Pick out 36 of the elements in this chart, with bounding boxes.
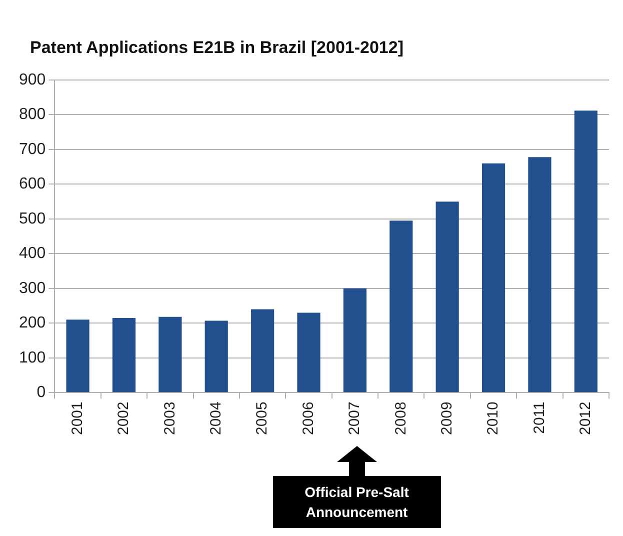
bar xyxy=(436,202,459,392)
x-tick-label: 2002 xyxy=(115,402,132,436)
x-tick-label: 2009 xyxy=(438,402,456,436)
y-tick-label: 900 xyxy=(18,71,46,88)
x-tick-label: 2004 xyxy=(208,402,225,436)
bar xyxy=(343,288,366,392)
x-tick-label: 2007 xyxy=(346,402,364,436)
y-tick-label: 600 xyxy=(18,176,46,193)
bar xyxy=(528,157,552,392)
bar xyxy=(390,220,413,392)
callout-box: Official Pre-Salt Announcement xyxy=(272,476,441,528)
x-tick-label: 2005 xyxy=(254,402,271,436)
bar xyxy=(297,312,320,392)
y-tick-label: 0 xyxy=(36,384,46,402)
bar xyxy=(574,110,598,392)
x-tick-label: 2011 xyxy=(530,402,548,434)
y-tick-label: 200 xyxy=(18,314,46,332)
y-tick-label: 300 xyxy=(18,280,46,297)
x-tick-label: 2006 xyxy=(300,402,317,436)
y-tick-label: 800 xyxy=(18,106,46,124)
bar xyxy=(66,320,90,392)
bar xyxy=(112,318,136,392)
x-tick-label: 2001 xyxy=(68,402,86,436)
x-tick-label: 2008 xyxy=(392,402,410,436)
chart-title: Patent Applications E21B in Brazil [2001-2012] xyxy=(30,38,404,58)
x-tick-label: 2010 xyxy=(484,402,502,436)
y-tick-label: 100 xyxy=(18,349,46,366)
bar xyxy=(251,309,274,392)
y-tick-label: 400 xyxy=(18,245,46,262)
x-tick-label: 2012 xyxy=(577,402,594,436)
y-tick-label: 700 xyxy=(18,140,46,158)
y-tick-label: 500 xyxy=(18,210,46,228)
x-tick-label: 2003 xyxy=(161,402,178,436)
bar xyxy=(158,316,182,392)
bar xyxy=(204,320,228,392)
bar xyxy=(482,163,506,392)
